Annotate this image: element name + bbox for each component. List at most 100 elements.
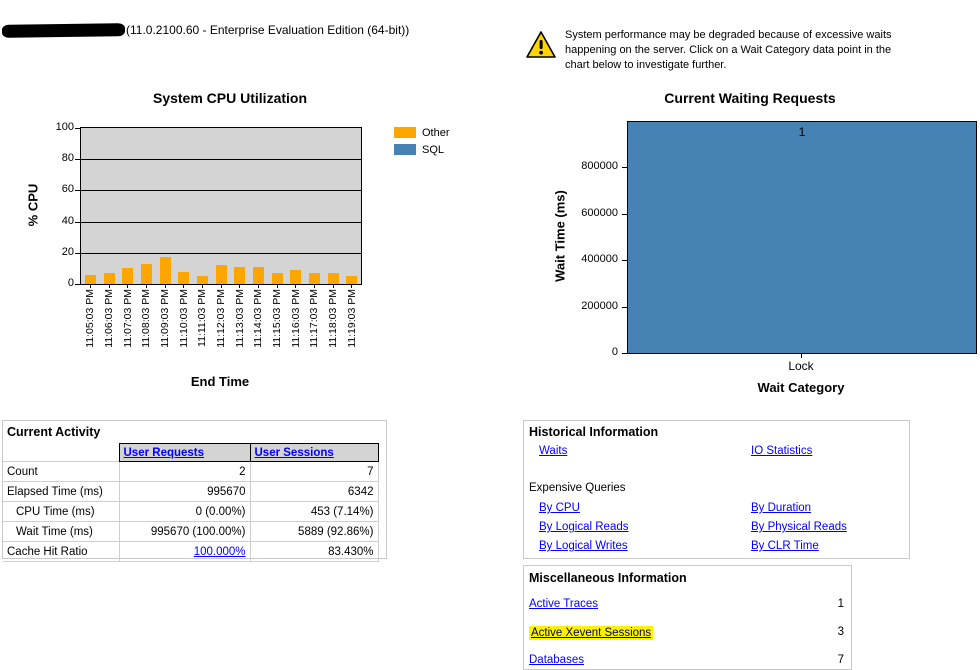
cpu-y-tick-label: 80: [61, 152, 74, 165]
cpu-chart-title: System CPU Utilization: [152, 90, 308, 106]
cpu-bar-segment-other: [215, 265, 227, 284]
cpu-bar-segment-other: [178, 271, 190, 284]
cpu-x-tick-mark: [257, 285, 259, 288]
cpu-plot-area: [80, 127, 362, 285]
cpu-x-tick-label: 11:15:03 PM: [271, 289, 284, 348]
cpu-x-slot: 11:17:03 PM: [305, 285, 324, 363]
cpu-bar: [234, 266, 246, 284]
legend-swatch-other: [394, 127, 416, 138]
link-by-physical-reads[interactable]: By Physical Reads: [751, 521, 847, 533]
link-io-statistics[interactable]: IO Statistics: [751, 445, 813, 457]
cpu-x-slot: 11:09:03 PM: [156, 285, 175, 363]
cpu-bar: [178, 271, 190, 284]
user-sessions-link[interactable]: User Sessions: [254, 446, 334, 459]
wait-y-tick-label: 400000: [581, 253, 618, 266]
cpu-x-tick-mark: [145, 285, 147, 288]
wait-y-tick-mark: [622, 213, 627, 215]
gridline: [81, 221, 361, 223]
cpu-y-tick-label: 40: [61, 214, 74, 227]
cpu-bar: [252, 266, 264, 284]
cpu-x-tick-label: 11:11:03 PM: [196, 289, 209, 347]
cpu-bar: [103, 273, 115, 284]
activity-cell: 7: [249, 461, 379, 482]
cache-hit-ratio-link[interactable]: 100.000%: [193, 545, 246, 558]
cpu-bar-slot: [174, 128, 193, 284]
cpu-x-tick-mark: [127, 285, 129, 288]
activity-row-label: Count: [3, 461, 120, 482]
cpu-bar: [346, 276, 358, 284]
cpu-bar-segment-other: [159, 257, 171, 284]
link-active-traces[interactable]: Active Traces: [529, 598, 599, 610]
cpu-bar-segment-other: [290, 269, 302, 284]
link-databases[interactable]: Databases: [529, 654, 584, 666]
link-by-logical-writes[interactable]: By Logical Writes: [539, 540, 628, 552]
cpu-x-tick-label: 11:10:03 PM: [177, 289, 190, 348]
cpu-x-slot: 11:14:03 PM: [249, 285, 268, 363]
cpu-x-tick-mark: [295, 285, 297, 288]
wait-y-tick-mark: [622, 167, 627, 169]
cpu-x-tick-label: 11:12:03 PM: [215, 289, 228, 348]
cpu-x-tick-label: 11:16:03 PM: [289, 289, 302, 348]
cpu-y-axis-label: % CPU: [25, 183, 41, 227]
cpu-x-tick-mark: [351, 285, 353, 288]
activity-cell: 0 (0.00%): [118, 501, 251, 522]
activity-row-label: Elapsed Time (ms): [3, 481, 120, 502]
redacted-server-name: [1, 23, 126, 38]
link-by-logical-reads[interactable]: By Logical Reads: [539, 521, 629, 533]
historical-information-title: Historical Information: [529, 425, 659, 439]
cpu-x-tick-label: 11:08:03 PM: [140, 289, 153, 348]
misc-row-databases: Databases 7: [529, 654, 844, 670]
cpu-utilization-chart: System CPU Utilization % CPU 0 20 40 60 80 10…: [0, 88, 470, 400]
current-activity-table: User Requests User Sessions Count 2 7 Elaps…: [3, 443, 379, 562]
cpu-bar-slot: [137, 128, 156, 284]
cpu-bar-slot: [305, 128, 324, 284]
cpu-x-tick-label: 11:17:03 PM: [308, 289, 321, 348]
cpu-bar-slot: [342, 128, 361, 284]
legend-swatch-sql: [394, 144, 416, 155]
cpu-y-tick-label: 0: [67, 277, 74, 289]
cpu-x-slot: 11:05:03 PM: [81, 285, 100, 363]
wait-y-tick-label: 600000: [581, 206, 618, 219]
table-row: CPU Time (ms) 0 (0.00%) 453 (7.14%): [3, 501, 379, 522]
activity-cell: 995670: [118, 481, 251, 502]
link-by-cpu[interactable]: By CPU: [539, 502, 580, 514]
activity-header-empty: [3, 443, 119, 462]
cpu-bar-slot: [286, 128, 305, 284]
cpu-bar-slot: [100, 128, 119, 284]
misc-value: 1: [837, 598, 844, 610]
cpu-x-tick-label: 11:18:03 PM: [327, 289, 340, 348]
warning-text: System performance may be degraded becau…: [565, 29, 892, 71]
link-by-clr-time[interactable]: By CLR Time: [751, 540, 819, 552]
cpu-bar: [122, 268, 134, 284]
cpu-x-tick-mark: [332, 285, 334, 288]
cpu-y-tick-mark: [75, 190, 80, 192]
user-requests-link[interactable]: User Requests: [123, 446, 205, 459]
cpu-bar-slot: [156, 128, 175, 284]
cpu-y-tick-mark: [75, 159, 80, 161]
cpu-chart-legend: Other SQL: [394, 124, 450, 158]
link-active-xevent-sessions[interactable]: Active Xevent Sessions: [529, 626, 654, 640]
cpu-bar-slot: [268, 128, 287, 284]
cpu-x-tick-mark: [313, 285, 315, 288]
wait-y-tick-mark: [622, 353, 627, 354]
cpu-x-tick-mark: [201, 285, 203, 288]
cpu-x-slot: 11:13:03 PM: [230, 285, 249, 363]
cpu-bar-slot: [81, 128, 100, 284]
activity-cell: 995670 (100.00%): [118, 521, 251, 542]
table-row: Cache Hit Ratio 100.000% 83.430%: [3, 541, 379, 562]
cpu-bar-segment-other: [327, 273, 339, 284]
link-by-duration[interactable]: By Duration: [751, 502, 812, 514]
wait-category-bar[interactable]: 1: [627, 121, 977, 354]
cpu-bar-slot: [230, 128, 249, 284]
cpu-bar: [159, 257, 171, 284]
cpu-x-slot: 11:16:03 PM: [286, 285, 305, 363]
link-waits[interactable]: Waits: [539, 445, 568, 457]
table-row: Count 2 7: [3, 461, 379, 482]
cpu-y-tick-label: 60: [61, 183, 74, 196]
cpu-bar: [327, 273, 339, 284]
cpu-bar-slot: [193, 128, 212, 284]
wait-chart-title: Current Waiting Requests: [664, 90, 836, 106]
cpu-y-tick-mark: [75, 221, 80, 223]
cpu-x-tick-mark: [276, 285, 278, 288]
